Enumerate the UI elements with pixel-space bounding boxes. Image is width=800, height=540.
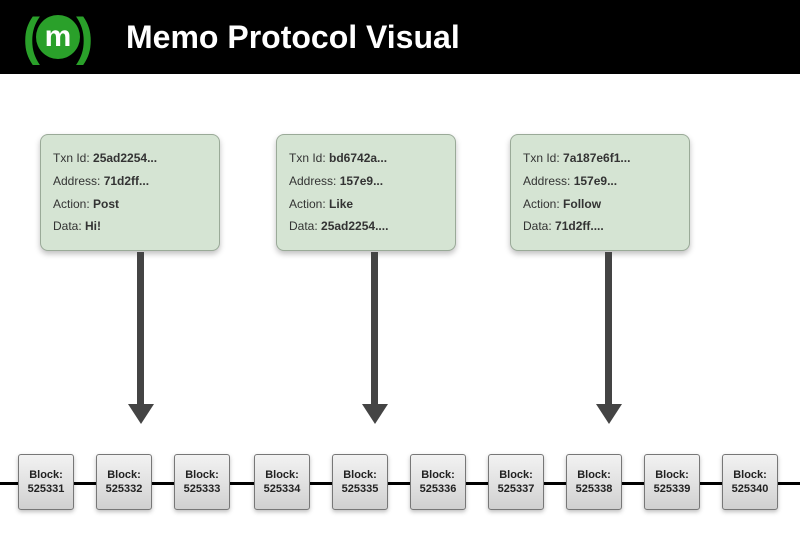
block: Block:525339 bbox=[644, 454, 700, 510]
block-label: Block: bbox=[567, 468, 621, 482]
address-label: Address: bbox=[523, 174, 574, 188]
data-label: Data: bbox=[53, 219, 85, 233]
block-label: Block: bbox=[175, 468, 229, 482]
transaction-card: Txn Id: 7a187e6f1... Address: 157e9... Act… bbox=[510, 134, 690, 251]
data-value: 25ad2254.... bbox=[321, 219, 388, 233]
address-label: Address: bbox=[53, 174, 104, 188]
action-label: Action: bbox=[53, 197, 93, 211]
block-number: 525331 bbox=[19, 482, 73, 496]
block: Block:525331 bbox=[18, 454, 74, 510]
block-label: Block: bbox=[97, 468, 151, 482]
action-value: Like bbox=[329, 197, 353, 211]
address-label: Address: bbox=[289, 174, 340, 188]
data-label: Data: bbox=[523, 219, 555, 233]
txn-id-value: bd6742a... bbox=[329, 151, 387, 165]
data-label: Data: bbox=[289, 219, 321, 233]
diagram-canvas: Block:525331Block:525332Block:525333Bloc… bbox=[0, 74, 800, 540]
block-number: 525339 bbox=[645, 482, 699, 496]
data-value: Hi! bbox=[85, 219, 101, 233]
header-bar: ( m ) Memo Protocol Visual bbox=[0, 0, 800, 74]
txn-id-label: Txn Id: bbox=[523, 151, 563, 165]
block-number: 525340 bbox=[723, 482, 777, 496]
data-value: 71d2ff.... bbox=[555, 219, 604, 233]
block: Block:525336 bbox=[410, 454, 466, 510]
transaction-card: Txn Id: 25ad2254... Address: 71d2ff... Act… bbox=[40, 134, 220, 251]
block-number: 525338 bbox=[567, 482, 621, 496]
action-label: Action: bbox=[523, 197, 563, 211]
block: Block:525338 bbox=[566, 454, 622, 510]
txn-id-value: 7a187e6f1... bbox=[563, 151, 630, 165]
arrow-down-icon bbox=[362, 252, 386, 424]
arrow-down-icon bbox=[596, 252, 620, 424]
block-label: Block: bbox=[489, 468, 543, 482]
block-label: Block: bbox=[255, 468, 309, 482]
block-label: Block: bbox=[333, 468, 387, 482]
arrow-down-icon bbox=[128, 252, 152, 424]
block-number: 525337 bbox=[489, 482, 543, 496]
block-number: 525336 bbox=[411, 482, 465, 496]
block-number: 525334 bbox=[255, 482, 309, 496]
block: Block:525337 bbox=[488, 454, 544, 510]
block: Block:525333 bbox=[174, 454, 230, 510]
txn-id-label: Txn Id: bbox=[289, 151, 329, 165]
block-label: Block: bbox=[723, 468, 777, 482]
block-label: Block: bbox=[645, 468, 699, 482]
transaction-card: Txn Id: bd6742a... Address: 157e9... Actio… bbox=[276, 134, 456, 251]
address-value: 157e9... bbox=[340, 174, 383, 188]
txn-id-value: 25ad2254... bbox=[93, 151, 157, 165]
block-number: 525335 bbox=[333, 482, 387, 496]
block: Block:525332 bbox=[96, 454, 152, 510]
address-value: 71d2ff... bbox=[104, 174, 149, 188]
block-label: Block: bbox=[411, 468, 465, 482]
logo-circle: m bbox=[36, 15, 80, 59]
logo-bracket-right: ) bbox=[76, 11, 93, 63]
txn-id-label: Txn Id: bbox=[53, 151, 93, 165]
logo-letter: m bbox=[45, 20, 72, 54]
block: Block:525340 bbox=[722, 454, 778, 510]
block-number: 525333 bbox=[175, 482, 229, 496]
action-label: Action: bbox=[289, 197, 329, 211]
block-number: 525332 bbox=[97, 482, 151, 496]
memo-logo: ( m ) bbox=[18, 11, 98, 63]
address-value: 157e9... bbox=[574, 174, 617, 188]
block: Block:525334 bbox=[254, 454, 310, 510]
page-title: Memo Protocol Visual bbox=[126, 19, 460, 56]
block-label: Block: bbox=[19, 468, 73, 482]
action-value: Post bbox=[93, 197, 119, 211]
action-value: Follow bbox=[563, 197, 601, 211]
block: Block:525335 bbox=[332, 454, 388, 510]
